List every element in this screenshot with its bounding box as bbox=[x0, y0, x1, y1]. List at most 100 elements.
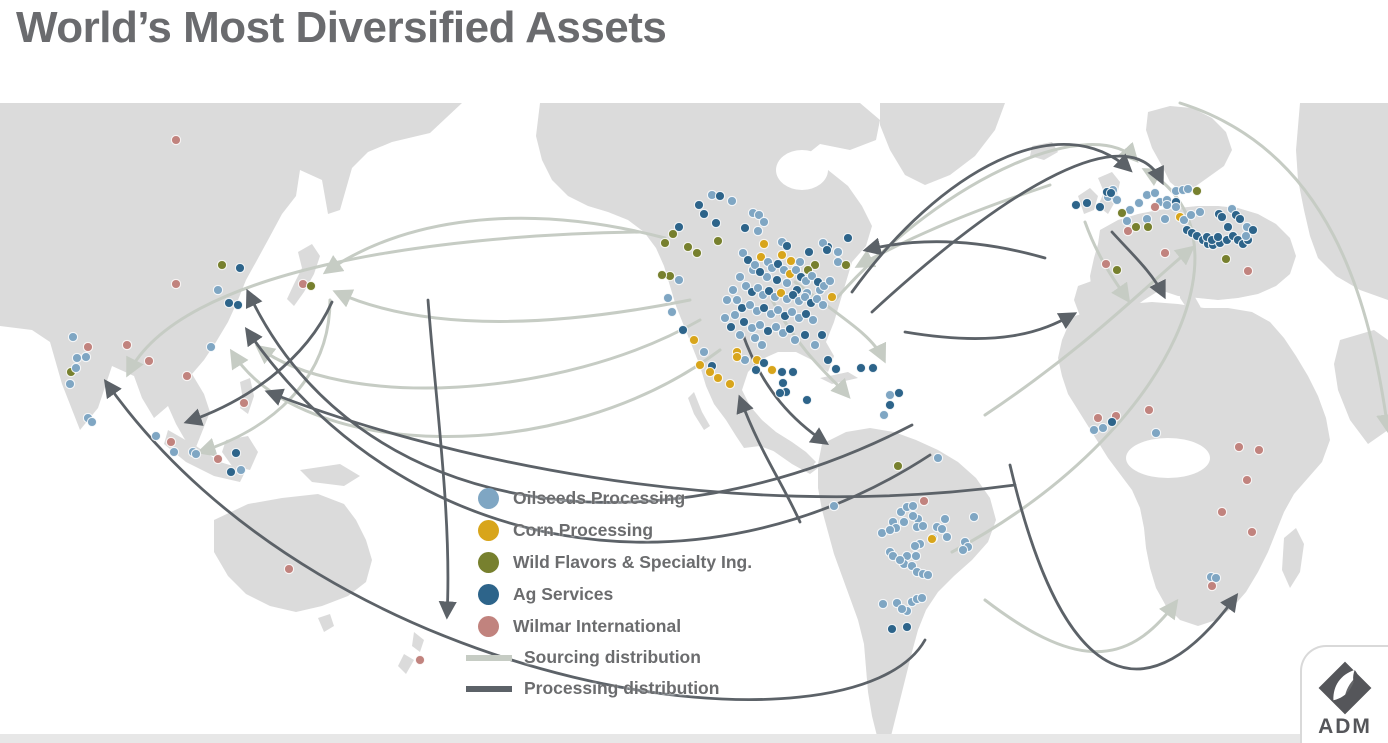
asset-dot bbox=[1130, 221, 1142, 233]
processing-arrow bbox=[103, 379, 927, 701]
asset-dot bbox=[724, 378, 736, 390]
sourcing-arrow bbox=[254, 318, 702, 390]
asset-dot bbox=[840, 259, 852, 271]
asset-dot bbox=[932, 452, 944, 464]
asset-dot bbox=[787, 289, 799, 301]
asset-dot bbox=[682, 241, 694, 253]
page-title: World’s Most Diversified Assets bbox=[16, 3, 667, 52]
processing-arrow bbox=[903, 312, 1078, 340]
asset-dot bbox=[770, 321, 782, 333]
asset-dot bbox=[414, 654, 426, 666]
asset-dot bbox=[82, 341, 94, 353]
asset-dot bbox=[884, 524, 896, 536]
asset-dot bbox=[1216, 211, 1228, 223]
asset-dot bbox=[1133, 197, 1145, 209]
asset-dot bbox=[235, 464, 247, 476]
asset-dot bbox=[1088, 424, 1100, 436]
asset-dot bbox=[742, 254, 754, 266]
asset-dot bbox=[1212, 231, 1224, 243]
asset-dot bbox=[1121, 215, 1133, 227]
asset-dots bbox=[64, 134, 1265, 666]
asset-dot bbox=[691, 247, 703, 259]
asset-dot bbox=[756, 339, 768, 351]
processing-arrow bbox=[245, 288, 914, 504]
processing-arrow bbox=[862, 237, 1047, 260]
asset-dot bbox=[1159, 247, 1171, 259]
asset-dot bbox=[1122, 225, 1134, 237]
asset-dot bbox=[799, 329, 811, 341]
asset-dot bbox=[803, 246, 815, 258]
asset-dot bbox=[761, 271, 773, 283]
asset-dot bbox=[801, 394, 813, 406]
asset-dot bbox=[1253, 444, 1265, 456]
asset-dot bbox=[698, 346, 710, 358]
asset-dot bbox=[1247, 224, 1259, 236]
asset-dot bbox=[719, 312, 731, 324]
asset-dot bbox=[922, 569, 934, 581]
asset-dot bbox=[901, 621, 913, 633]
asset-dot bbox=[1246, 526, 1258, 538]
processing-arrow bbox=[740, 330, 830, 446]
legend-label: Ag Services bbox=[513, 583, 614, 604]
asset-dot bbox=[754, 319, 766, 331]
sourcing-arrow bbox=[983, 598, 1179, 654]
processing-arrow bbox=[870, 154, 1164, 314]
asset-dot bbox=[1185, 209, 1197, 221]
asset-dot bbox=[893, 387, 905, 399]
asset-dot bbox=[941, 531, 953, 543]
asset-dot bbox=[771, 274, 783, 286]
asset-dot bbox=[809, 259, 821, 271]
legend-label: Oilseeds Processing bbox=[513, 487, 686, 508]
sourcing-arrow bbox=[229, 348, 722, 438]
asset-dot bbox=[821, 244, 833, 256]
legend-item-wildflavors: Wild Flavors & Specialty Ing. bbox=[478, 546, 752, 578]
asset-dot bbox=[1092, 412, 1104, 424]
asset-dot bbox=[80, 351, 92, 363]
map-bottom-strip bbox=[0, 734, 1388, 743]
asset-dot bbox=[704, 366, 716, 378]
processing-arrow bbox=[1008, 463, 1239, 671]
asset-dot bbox=[731, 351, 743, 363]
asset-dot bbox=[170, 278, 182, 290]
asset-dot bbox=[667, 228, 679, 240]
asset-dot bbox=[67, 331, 79, 343]
legend-item-corn: Corn Processing bbox=[478, 514, 752, 546]
asset-dot bbox=[784, 323, 796, 335]
asset-dot bbox=[855, 362, 867, 374]
processing-line-swatch bbox=[466, 685, 512, 692]
asset-dot bbox=[1241, 474, 1253, 486]
asset-dot bbox=[710, 217, 722, 229]
asset-dot bbox=[787, 366, 799, 378]
asset-dot bbox=[758, 216, 770, 228]
asset-dot bbox=[698, 208, 710, 220]
legend-item-sourcing: Sourcing distribution bbox=[466, 642, 752, 673]
asset-dot bbox=[143, 355, 155, 367]
asset-dot bbox=[70, 362, 82, 374]
asset-dot bbox=[878, 409, 890, 421]
asset-dot bbox=[799, 291, 811, 303]
processing-arrow bbox=[264, 388, 1017, 499]
asset-dot bbox=[1111, 264, 1123, 276]
corn-swatch bbox=[478, 519, 499, 541]
asset-dot bbox=[1159, 213, 1171, 225]
asset-dot bbox=[817, 299, 829, 311]
oilseeds-swatch bbox=[478, 487, 499, 509]
asset-dot bbox=[1191, 185, 1203, 197]
asset-dot bbox=[916, 592, 928, 604]
asset-dot bbox=[232, 299, 244, 311]
asset-dot bbox=[1070, 199, 1082, 211]
asset-dot bbox=[734, 329, 746, 341]
asset-dot bbox=[1105, 187, 1117, 199]
processing-arrow bbox=[244, 327, 932, 544]
asset-dot bbox=[1100, 258, 1112, 270]
legend-label: Processing distribution bbox=[524, 678, 720, 698]
asset-dot bbox=[918, 495, 930, 507]
asset-dot bbox=[898, 516, 910, 528]
wildflavors-swatch bbox=[478, 551, 499, 573]
asset-dot bbox=[230, 447, 242, 459]
asset-dot bbox=[758, 302, 770, 314]
asset-dot bbox=[1116, 207, 1128, 219]
agservices-swatch bbox=[478, 583, 499, 605]
asset-dot bbox=[1111, 194, 1123, 206]
asset-dot bbox=[1206, 580, 1218, 592]
